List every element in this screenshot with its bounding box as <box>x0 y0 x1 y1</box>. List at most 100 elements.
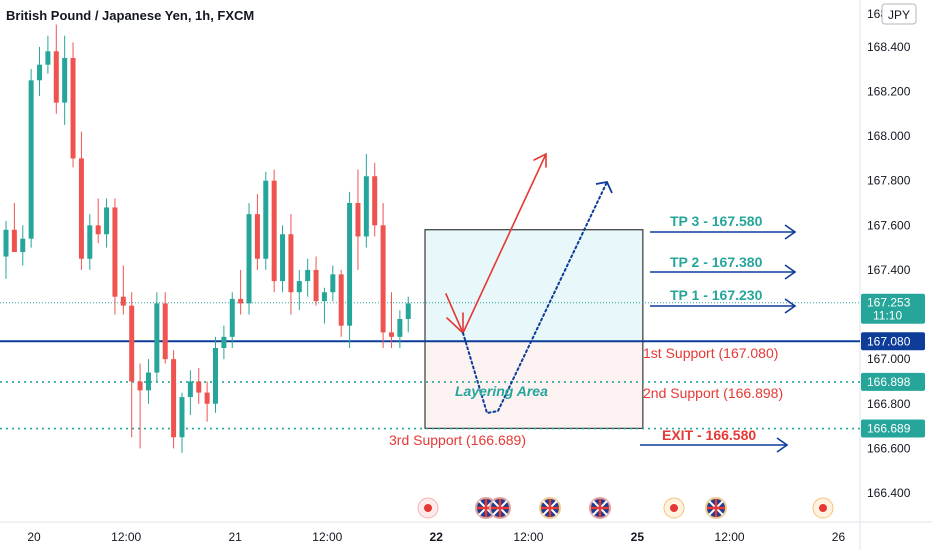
candle <box>28 69 34 248</box>
candle-body <box>120 296 126 306</box>
candle <box>120 265 126 315</box>
candle <box>204 381 210 422</box>
tp1-label: TP 1 - 167.230 <box>670 287 763 303</box>
candle-body <box>296 281 302 293</box>
candle-body <box>330 274 336 293</box>
price-tag-value: 166.898 <box>867 375 911 389</box>
price-tag-countdown: 11:10 <box>873 309 902 323</box>
price-tick-label: 168.000 <box>867 129 911 143</box>
economic-events[interactable] <box>417 497 834 519</box>
candle <box>20 225 26 266</box>
candle-body <box>37 64 43 81</box>
candle-body <box>11 229 17 253</box>
tp3-arrow <box>650 224 797 240</box>
candle-body <box>78 158 84 259</box>
price-tick-label: 167.800 <box>867 174 911 188</box>
take-profit-zone[interactable] <box>424 229 644 342</box>
candle-body <box>70 58 76 159</box>
price-tick-label: 167.600 <box>867 218 911 232</box>
candle-body <box>405 303 411 319</box>
candle <box>213 336 218 413</box>
candle-body <box>87 225 93 259</box>
candle <box>187 370 193 415</box>
time-tick-label: 22 <box>430 530 444 544</box>
candle <box>95 198 101 244</box>
candle <box>11 203 17 253</box>
candle-body <box>313 269 319 302</box>
price-tag <box>861 372 925 391</box>
candle-body <box>254 214 260 259</box>
candle-body <box>95 225 101 235</box>
time-tick-label: 21 <box>228 530 242 544</box>
time-tick-label: 12:00 <box>715 530 745 544</box>
time-tick-label: 26 <box>832 530 846 544</box>
price-tag-value: 166.689 <box>867 422 911 436</box>
uk-flag-icon[interactable] <box>539 497 561 519</box>
candle-body <box>171 359 177 438</box>
time-axis[interactable]: 20 12:00 21 12:00 22 12:00 25 12:00 26 <box>27 530 845 544</box>
candle-body <box>388 332 394 337</box>
candle-body <box>204 392 210 404</box>
candle <box>246 203 252 315</box>
tp2-label: TP 2 - 167.380 <box>670 254 763 270</box>
candle <box>162 292 168 364</box>
currency-badge[interactable]: JPY <box>881 3 917 25</box>
candle <box>397 310 403 348</box>
candle-body <box>221 336 227 348</box>
price-axis[interactable]: 168.400 168.200 168.000 167.800 167.600 167.4… <box>867 7 911 500</box>
candle-body <box>347 203 353 326</box>
candle-body <box>137 381 143 391</box>
event-icon-orange[interactable] <box>663 497 685 519</box>
candle <box>171 350 177 449</box>
layering-area-label: Layering Area <box>455 383 548 399</box>
candle-body <box>62 58 68 103</box>
time-tick-label: 25 <box>631 530 645 544</box>
candle-body <box>187 381 193 398</box>
uk-flag-icon[interactable] <box>589 497 611 519</box>
candle-body <box>271 180 277 282</box>
exit-label: EXIT - 166.580 <box>662 427 756 443</box>
candle-body <box>162 303 168 360</box>
tp2-arrow <box>650 264 797 280</box>
first-support-label: 1st Support (167.080) <box>643 345 778 361</box>
event-icon-orange[interactable] <box>812 497 834 519</box>
candle-body <box>104 207 110 235</box>
time-tick-label: 12:00 <box>312 530 342 544</box>
candle <box>271 169 277 293</box>
blue-dotted-path <box>462 181 608 415</box>
price-tick-label: 168.400 <box>867 40 911 54</box>
candle <box>338 269 344 337</box>
price-tick-label: 167.400 <box>867 263 911 277</box>
time-tick-label: 12:00 <box>111 530 141 544</box>
price-tick-label: 167.000 <box>867 352 911 366</box>
candle-body <box>20 238 26 253</box>
candle <box>154 292 160 382</box>
candle <box>388 292 394 348</box>
candle-body <box>321 292 327 302</box>
candle <box>363 153 369 248</box>
candle <box>405 296 411 333</box>
candle <box>380 203 386 348</box>
candle <box>45 35 51 74</box>
price-tag <box>861 293 925 324</box>
time-tick-label: 20 <box>27 530 41 544</box>
price-tick-label: 168.200 <box>867 84 911 98</box>
candle <box>238 269 244 315</box>
candle <box>53 24 59 114</box>
price-tag-value: 167.253 <box>867 296 911 310</box>
tp1-arrow <box>650 298 797 314</box>
third-support-label: 3rd Support (166.689) <box>389 432 526 448</box>
price-tag <box>861 332 925 351</box>
layering-zone[interactable] <box>424 340 644 429</box>
candle-body <box>363 176 369 237</box>
uk-flag-icon[interactable] <box>705 497 727 519</box>
candle-body <box>229 298 235 337</box>
event-icon-red[interactable] <box>417 497 439 519</box>
candle-body <box>179 397 185 438</box>
candle-body <box>3 229 9 257</box>
candle-body <box>397 319 403 337</box>
candle-body <box>338 274 344 326</box>
uk-flag-icon[interactable] <box>489 497 511 519</box>
second-support-label: 2nd Support (166.898) <box>643 385 783 401</box>
